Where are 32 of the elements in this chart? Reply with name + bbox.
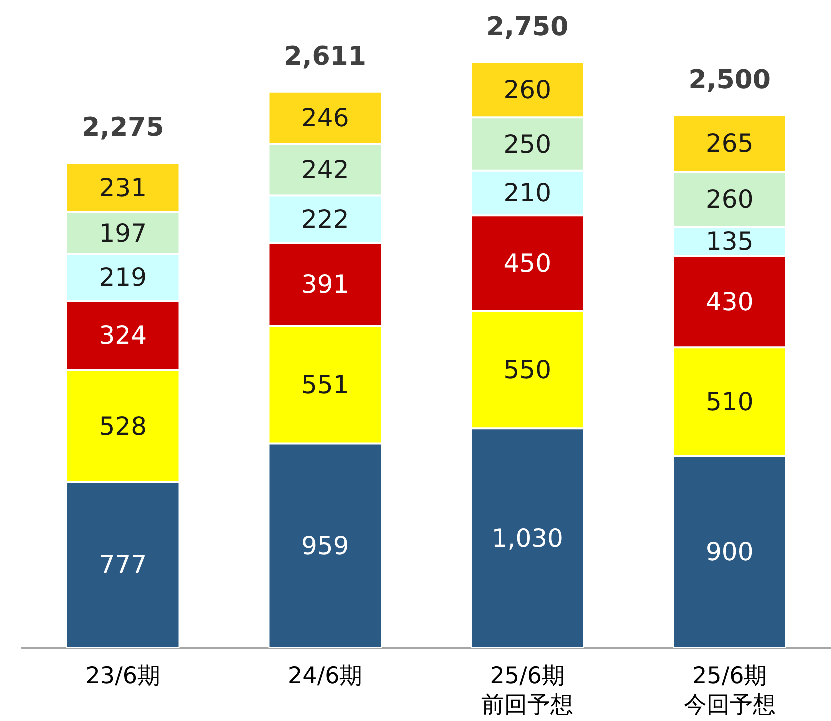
data-label: 959	[302, 531, 350, 560]
data-label: 210	[504, 178, 552, 208]
x-tick-label: 25/6期今回予想	[684, 664, 776, 718]
data-label: 430	[706, 287, 754, 316]
data-label: 777	[99, 550, 147, 580]
data-label: 222	[302, 204, 350, 234]
data-label: 1,030	[492, 524, 564, 553]
data-label: 242	[302, 156, 350, 185]
x-tick-label: 25/6期前回予想	[482, 664, 574, 718]
data-label: 450	[504, 249, 552, 278]
data-label: 265	[706, 129, 754, 158]
data-label: 324	[99, 321, 147, 350]
data-label: 219	[99, 263, 147, 292]
data-label: 551	[302, 370, 350, 400]
data-label: 231	[99, 173, 147, 202]
data-label: 550	[504, 356, 552, 385]
total-label: 2,750	[486, 12, 569, 42]
data-label: 260	[504, 75, 552, 104]
data-label: 260	[706, 185, 754, 214]
data-label: 528	[99, 412, 147, 441]
x-tick-label: 23/6期	[86, 664, 160, 690]
data-label: 391	[302, 270, 350, 300]
data-label: 900	[706, 538, 754, 567]
x-tick-label: 24/6期	[288, 664, 363, 690]
data-label: 135	[706, 227, 754, 256]
total-label: 2,500	[688, 66, 771, 96]
data-label: 250	[504, 130, 552, 159]
data-label: 246	[302, 104, 350, 133]
data-label: 197	[99, 218, 147, 248]
total-label: 2,611	[284, 42, 366, 72]
data-label: 510	[706, 387, 754, 416]
total-label: 2,275	[82, 113, 164, 144]
